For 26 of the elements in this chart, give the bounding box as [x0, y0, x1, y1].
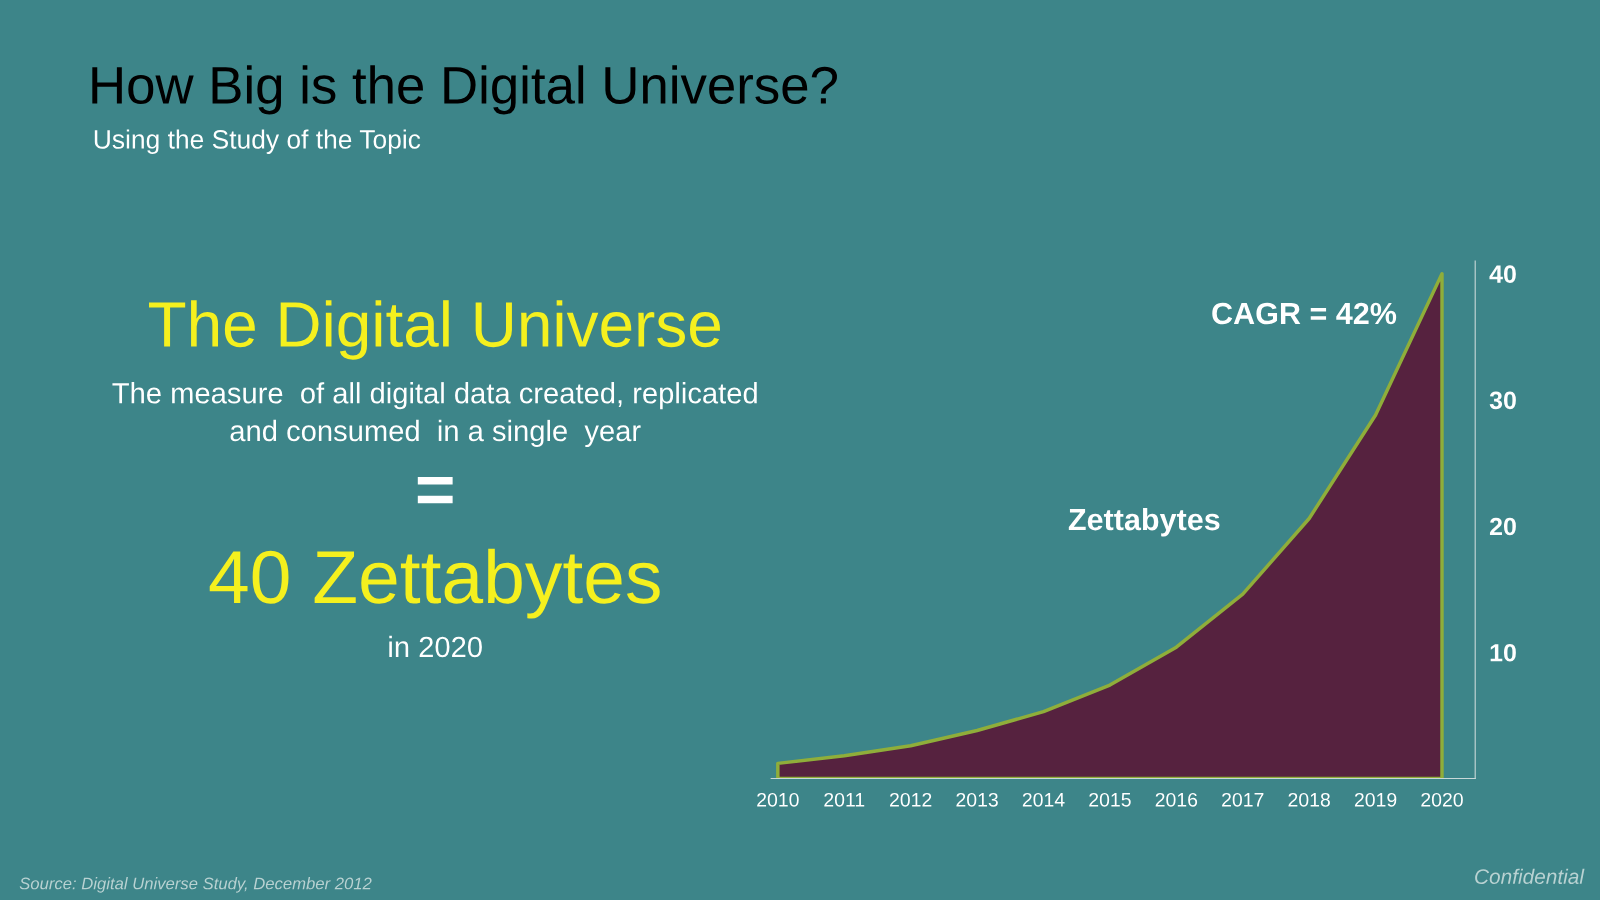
x-tick-label: 2013	[956, 792, 998, 807]
x-tick-label: 2010	[757, 792, 799, 807]
x-tick-label: 2012	[890, 792, 932, 807]
x-tick-label: 2014	[1022, 792, 1065, 807]
y-tick-label: 30	[1489, 391, 1516, 410]
text: The Digital Universe	[149, 300, 720, 360]
y-tick-label: 40	[1489, 265, 1516, 283]
text: The measure of all digital data created, replicated and consumed in a single year	[112, 382, 757, 448]
x-tick-label: 2019	[1354, 792, 1397, 807]
text: =	[417, 476, 453, 504]
text: 40 Zettabytes	[209, 548, 660, 619]
text: Confidential	[1475, 868, 1585, 885]
x-tick-label: 2018	[1288, 792, 1330, 807]
text: in 2020	[389, 635, 482, 658]
x-tick-label: 2020	[1421, 792, 1463, 807]
y-tick-label: 10	[1490, 643, 1516, 662]
text: Using the Study of the Topic	[94, 129, 421, 154]
y-axis-title: Zettabytes	[1068, 507, 1220, 537]
chart-title: How Big is the Digital Universe?	[92, 65, 837, 115]
x-tick-label: 2017	[1222, 792, 1264, 807]
x-tick-label: 2016	[1155, 792, 1198, 807]
x-tick-label: 2015	[1089, 792, 1131, 807]
x-tick-label: 2011	[824, 792, 865, 807]
annotation: CAGR = 42%	[1212, 302, 1397, 325]
y-tick-label: 20	[1489, 517, 1516, 536]
source-note: Source: Digital Universe Study, December 2012	[19, 877, 372, 893]
